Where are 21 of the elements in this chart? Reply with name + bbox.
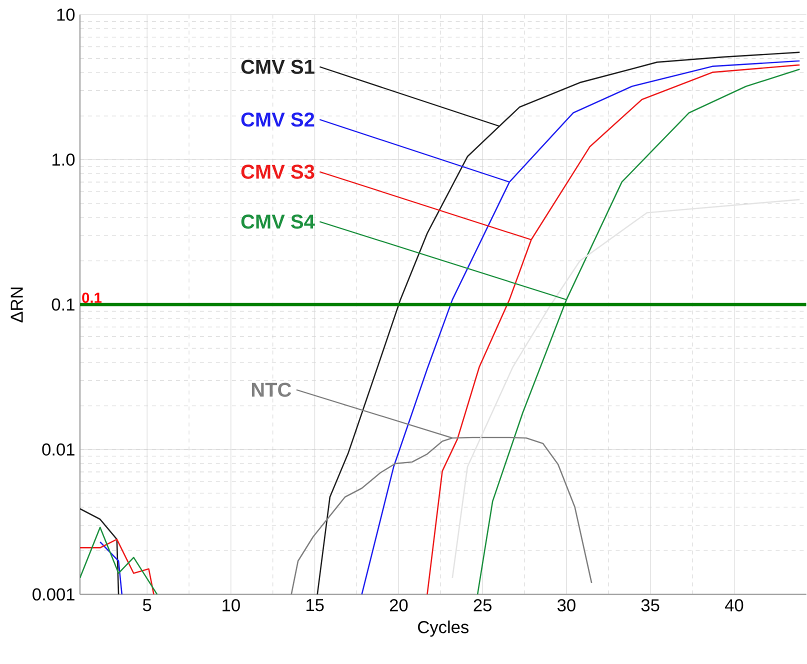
y-tick-label: 0.001 xyxy=(32,588,74,601)
y-tick-label: 0.1 xyxy=(52,298,74,311)
x-tick-label: 35 xyxy=(641,599,660,612)
x-tick-label: 30 xyxy=(557,599,576,612)
text: CMV S2 xyxy=(241,112,314,127)
text: CMV S4 xyxy=(241,214,315,229)
text: NTC xyxy=(252,382,292,397)
x-tick-label: 10 xyxy=(222,599,240,612)
x-axis-title: Cycles xyxy=(418,620,469,637)
x-tick-label: 15 xyxy=(306,599,324,612)
y-axis-title: ΔRN xyxy=(10,288,23,322)
x-tick-label: 20 xyxy=(390,599,408,612)
y-tick-label: 10 xyxy=(57,8,75,21)
y-tick-label: 1.0 xyxy=(52,154,75,166)
text: CMV S3 xyxy=(241,164,314,180)
ref-line-label: 0.1 xyxy=(82,292,102,304)
text: CMV S1 xyxy=(241,60,314,74)
x-tick-label: 5 xyxy=(142,599,152,612)
x-tick-label: 40 xyxy=(724,599,744,612)
y-tick-label: 0.01 xyxy=(42,443,74,456)
x-tick-label: 25 xyxy=(474,599,492,612)
